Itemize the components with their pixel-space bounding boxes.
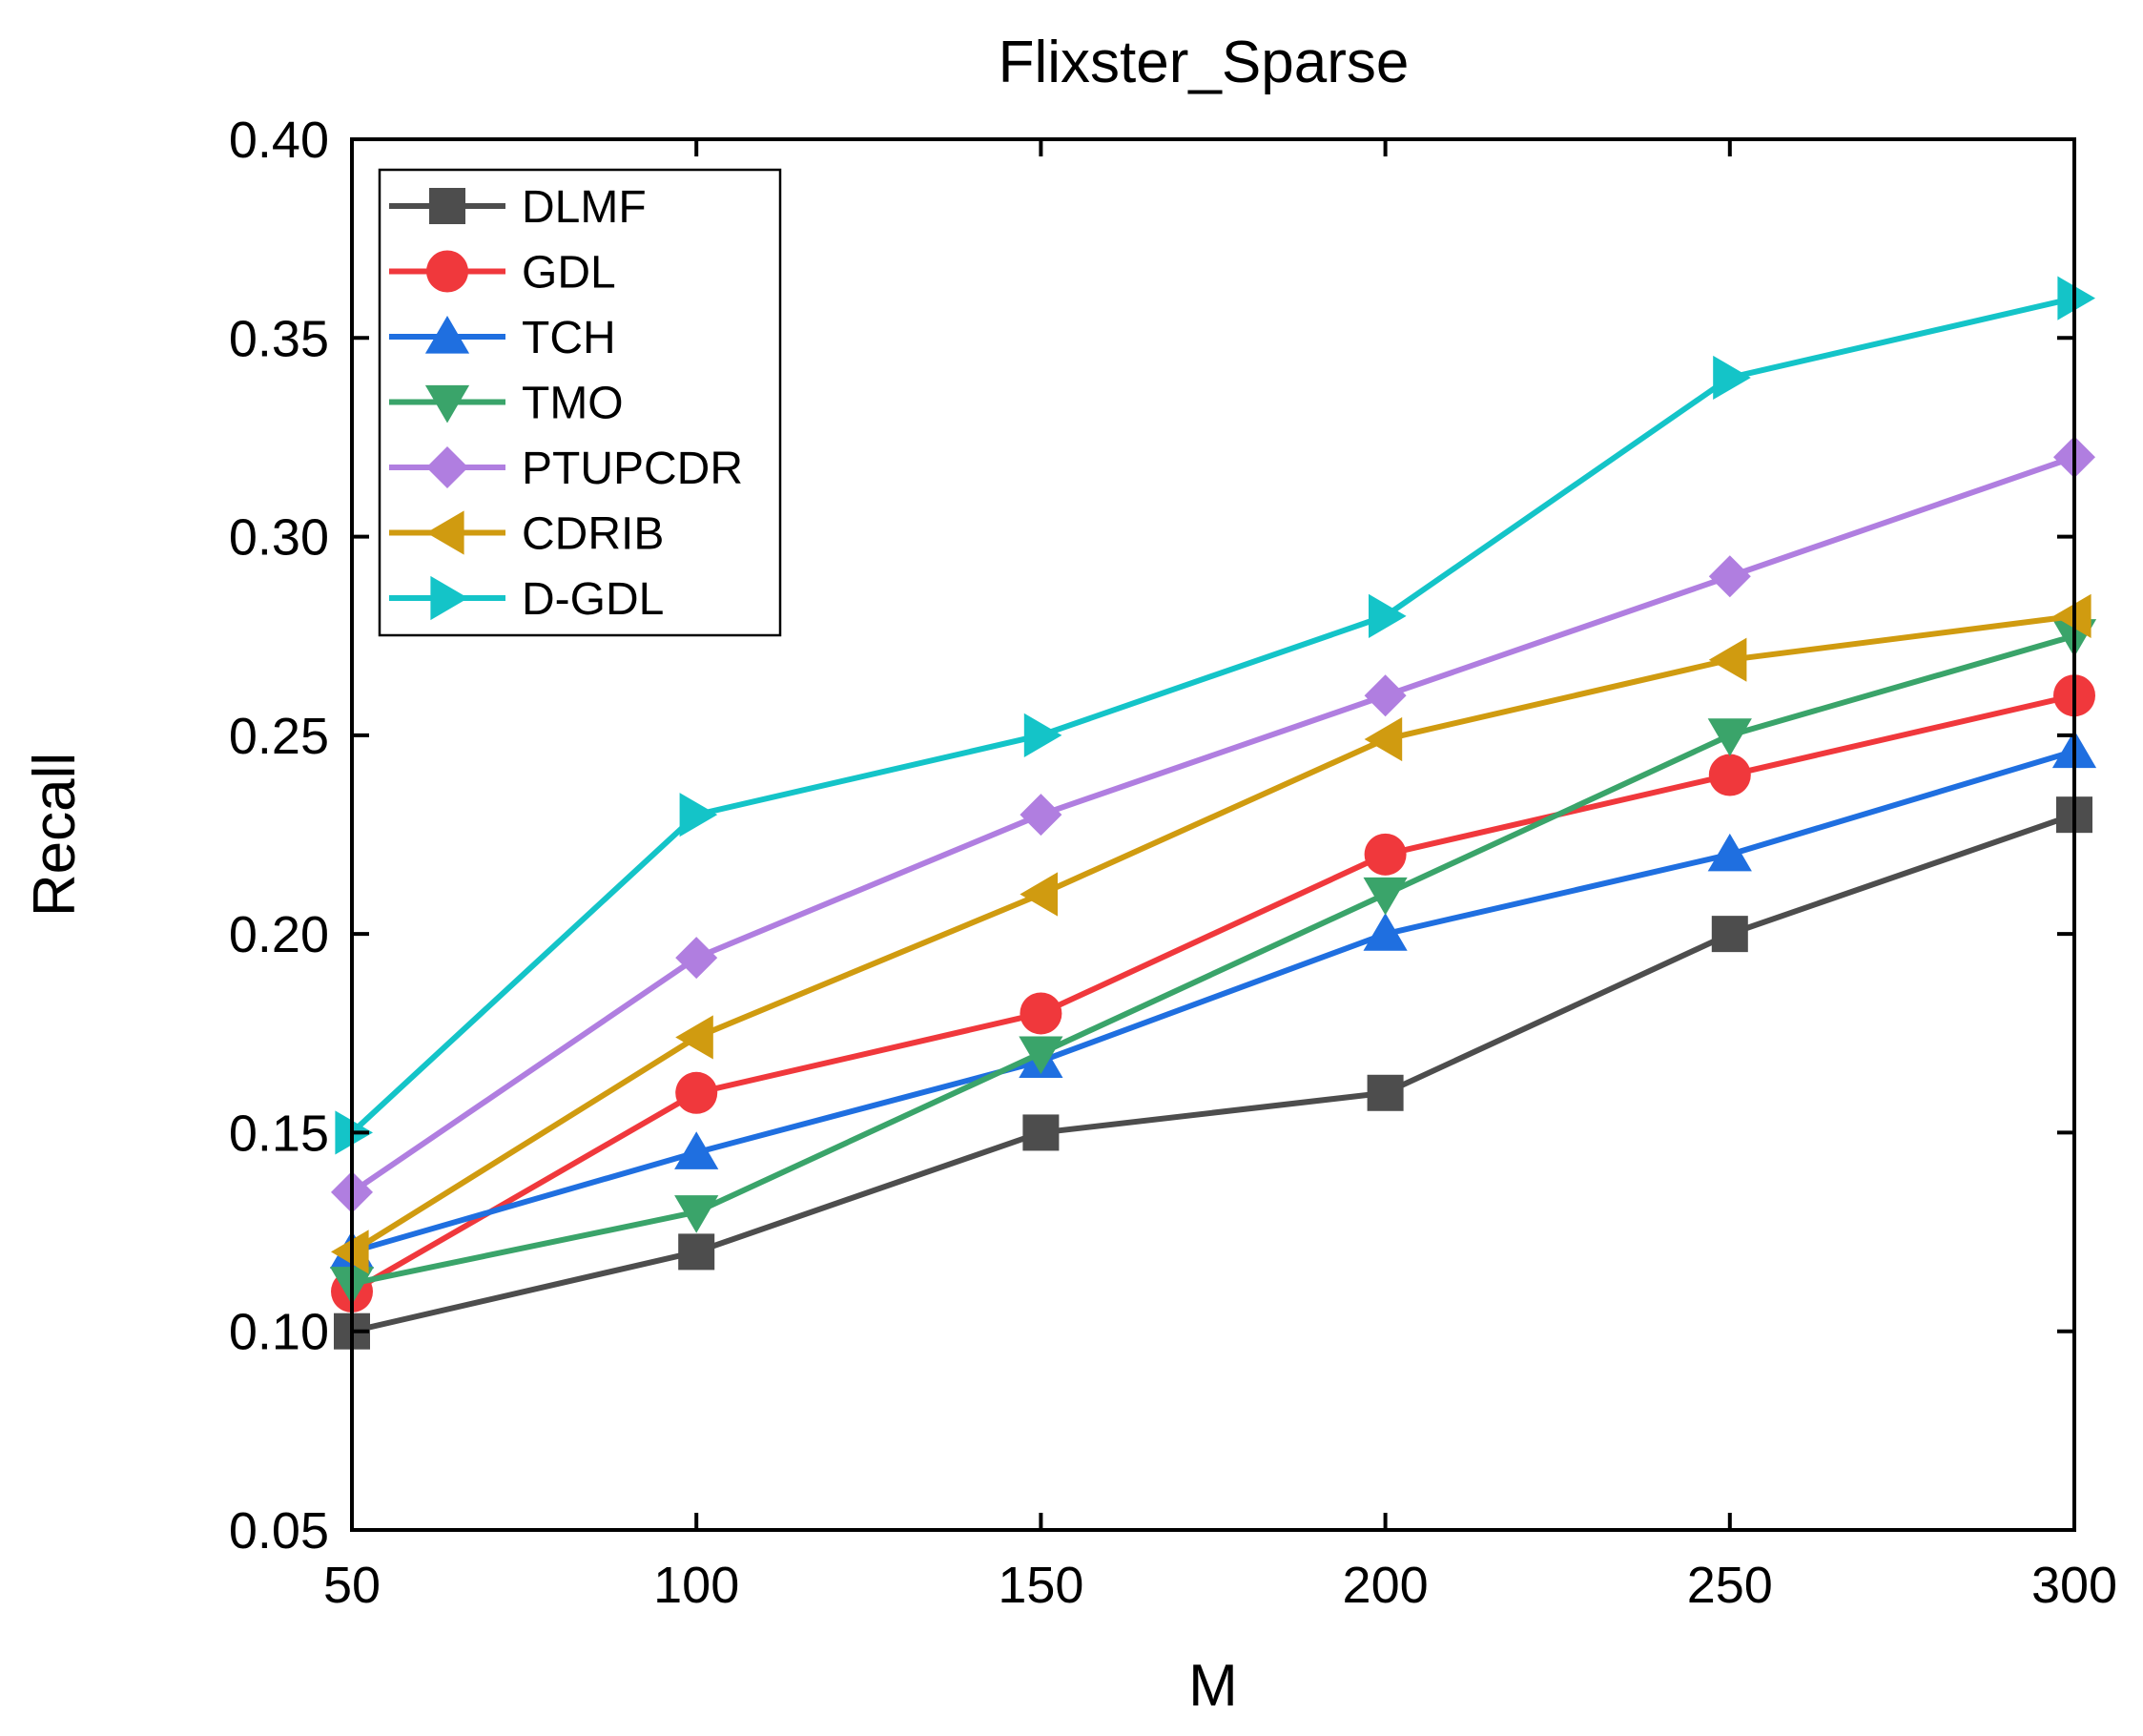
data-point-gdl xyxy=(1708,754,1751,796)
legend-marker-dlmf xyxy=(429,188,465,224)
data-point-cdrib xyxy=(1708,637,1747,682)
y-tick-label: 0.30 xyxy=(229,509,329,567)
data-point-d-gdl xyxy=(2057,276,2095,320)
data-point-dlmf xyxy=(678,1233,715,1271)
legend-marker-tch xyxy=(424,316,470,354)
data-point-cdrib xyxy=(1020,872,1058,917)
legend-item-ptupcdr: PTUPCDR xyxy=(389,444,743,494)
chart-title: Flixster_Sparse xyxy=(999,30,1410,95)
x-tick-label: 50 xyxy=(323,1557,381,1614)
x-tick-label: 150 xyxy=(998,1557,1083,1614)
legend-label: TMO xyxy=(522,379,624,429)
data-point-dlmf xyxy=(1711,916,1748,953)
data-point-cdrib xyxy=(1364,716,1403,762)
x-tick-label: 250 xyxy=(1687,1557,1773,1614)
series-line-ptupcdr xyxy=(350,454,2075,1195)
series-line-d-gdl xyxy=(349,295,2075,1135)
series-tmo xyxy=(329,619,2097,1305)
y-tick-label: 0.40 xyxy=(229,112,329,169)
series-cdrib xyxy=(331,593,2091,1274)
legend-label: DLMF xyxy=(522,182,647,233)
data-point-cdrib xyxy=(2053,593,2091,638)
data-point-gdl xyxy=(1364,833,1407,876)
x-tick-label: 300 xyxy=(2031,1557,2117,1614)
data-point-d-gdl xyxy=(679,793,718,837)
legend-marker-ptupcdr xyxy=(426,446,468,488)
legend-item-cdrib: CDRIB xyxy=(389,509,664,560)
legend-label: TCH xyxy=(522,313,616,363)
data-point-d-gdl xyxy=(1369,593,1407,638)
legend-item-tmo: TMO xyxy=(389,379,624,429)
legend-marker-tmo xyxy=(424,384,470,424)
data-point-ptupcdr xyxy=(1708,555,1751,598)
data-point-gdl xyxy=(1020,992,1062,1035)
x-tick-label: 200 xyxy=(1343,1557,1429,1614)
y-axis-title: Recall xyxy=(22,753,88,917)
y-tick-label: 0.35 xyxy=(229,310,329,367)
y-tick-label: 0.20 xyxy=(229,906,329,963)
axis-layer: 50 100 150 200 250 300 0.05 0.10 0.15 0.20 0.25 0.3… xyxy=(229,112,2117,1614)
legend-item-dlmf: DLMF xyxy=(389,182,647,233)
legend-label: GDL xyxy=(522,248,616,299)
data-point-tmo xyxy=(1363,877,1408,916)
x-tick-label: 100 xyxy=(653,1557,739,1614)
data-point-ptupcdr xyxy=(675,937,718,980)
data-point-d-gdl xyxy=(1713,355,1751,401)
series-line-dlmf xyxy=(351,812,2075,1334)
data-point-tch xyxy=(1707,833,1752,872)
legend-item-gdl: GDL xyxy=(389,248,616,299)
legend-item-d-gdl: D-GDL xyxy=(389,574,664,625)
plot-frame xyxy=(350,137,2076,1532)
legend-items: DLMF GDL TCH TMO PTUPCDR CDRIB D-GDL xyxy=(389,182,743,625)
legend-marker-cdrib xyxy=(426,510,464,555)
y-tick-label: 0.15 xyxy=(229,1105,329,1162)
legend-label: CDRIB xyxy=(522,509,664,560)
data-point-dlmf xyxy=(1022,1114,1060,1151)
y-tick-label: 0.10 xyxy=(229,1304,329,1361)
y-tick-label: 0.05 xyxy=(229,1502,329,1560)
data-point-ptupcdr xyxy=(1020,794,1062,837)
x-axis-title: M xyxy=(1188,1653,1238,1719)
series-layer xyxy=(329,276,2097,1350)
legend-marker-d-gdl xyxy=(430,575,468,621)
legend-label: PTUPCDR xyxy=(522,444,743,494)
series-line-cdrib xyxy=(350,612,2075,1254)
legend: DLMF GDL TCH TMO PTUPCDR CDRIB D-GDL xyxy=(378,168,782,637)
y-tick-label: 0.25 xyxy=(229,708,329,765)
series-line-gdl xyxy=(350,692,2075,1294)
series-line-tch xyxy=(351,748,2075,1255)
legend-label: D-GDL xyxy=(522,574,664,625)
legend-item-tch: TCH xyxy=(389,313,616,363)
series-gdl xyxy=(331,674,2095,1313)
data-point-tmo xyxy=(674,1195,719,1233)
data-point-tch xyxy=(674,1131,719,1169)
data-point-tmo xyxy=(1707,718,1752,756)
data-point-dlmf xyxy=(1367,1074,1404,1111)
series-dlmf xyxy=(334,796,2092,1350)
data-point-tmo xyxy=(1019,1036,1063,1075)
data-point-d-gdl xyxy=(1023,713,1062,757)
data-point-ptupcdr xyxy=(1364,674,1407,717)
series-ptupcdr xyxy=(331,436,2095,1213)
series-line-tmo xyxy=(351,632,2075,1287)
data-point-cdrib xyxy=(331,1230,369,1274)
series-tch xyxy=(329,730,2097,1269)
legend-marker-gdl xyxy=(426,250,468,293)
data-point-tch xyxy=(1363,913,1408,951)
data-point-gdl xyxy=(675,1071,718,1114)
data-point-cdrib xyxy=(675,1015,713,1060)
